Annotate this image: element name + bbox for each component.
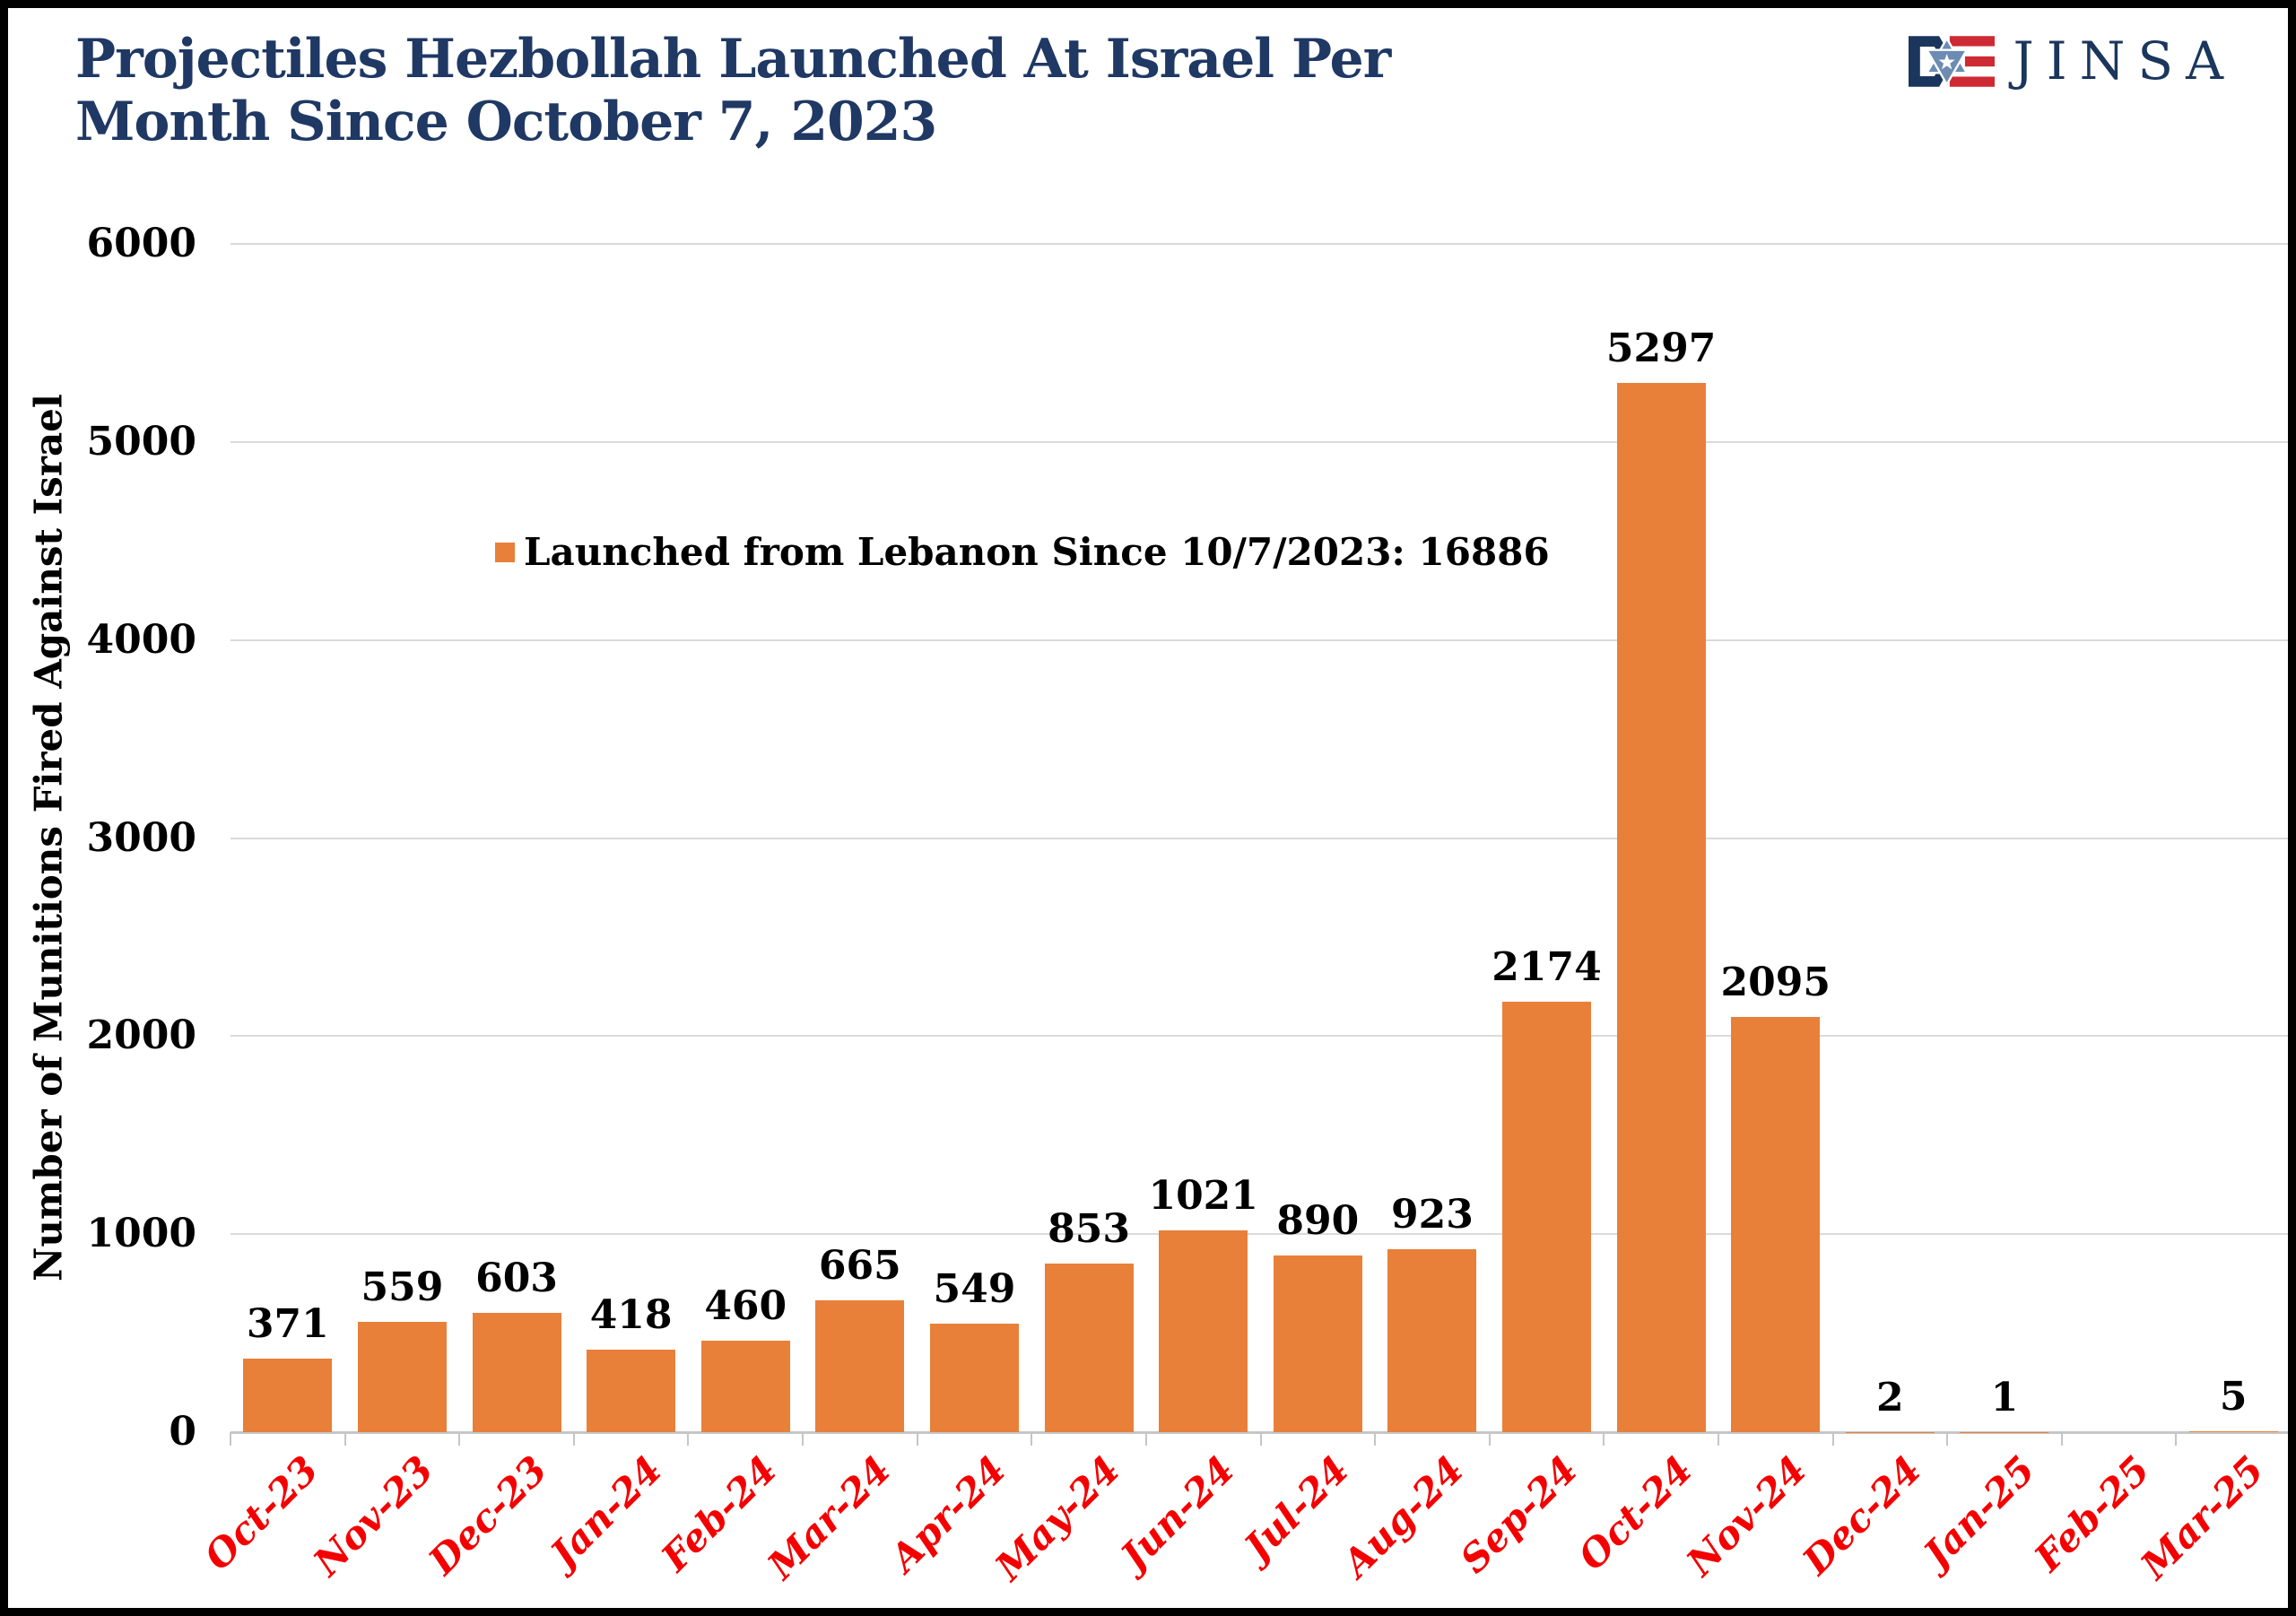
x-tick-label: Mar-24 [759,1447,900,1588]
x-axis-tick [572,1432,575,1446]
bar [472,1312,561,1432]
x-axis-tick [1031,1432,1033,1446]
bar [700,1341,790,1432]
gridline [230,243,2288,245]
x-axis-tick [1603,1432,1605,1446]
gridline [230,639,2288,641]
y-tick-label: 4000 [86,616,196,663]
chart-legend: Launched from Lebanon Since 10/7/2023: 1… [495,534,1550,571]
bar [815,1300,905,1432]
x-axis-tick [1488,1432,1491,1446]
x-axis-tick [1946,1432,1949,1446]
jinsa-logo: JINSA [1909,35,2236,87]
x-tick-label: May-24 [987,1447,1128,1589]
bar [1159,1229,1248,1432]
x-tick-label: Mar-25 [2132,1447,2274,1588]
x-axis-tick [1831,1432,1834,1446]
bar [2188,1430,2278,1432]
x-tick-label: Aug-24 [1334,1447,1472,1586]
bar-value-label: 5 [2219,1373,2248,1420]
bar [1273,1255,1362,1432]
y-tick-label: 1000 [86,1211,196,1257]
bar-value-label: 1021 [1148,1172,1258,1219]
y-tick-label: 6000 [86,221,196,266]
x-tick-label: Dec-24 [1794,1447,1930,1584]
legend-label: Launched from Lebanon Since 10/7/2023: 1… [524,530,1550,574]
jinsa-emblem-icon [1909,35,1996,87]
y-tick-label: 3000 [86,814,196,861]
x-tick-label: Oct-23 [196,1447,327,1579]
chart-title-line1: Projectiles Hezbollah Launched At Israel… [75,28,1391,91]
x-axis-tick [687,1432,690,1446]
legend-marker-icon [495,543,515,562]
x-tick-label: Oct-24 [1569,1447,1700,1579]
x-tick-label: Sep-24 [1451,1447,1587,1582]
x-axis-tick [458,1432,461,1446]
bar-value-label: 923 [1390,1192,1474,1238]
bar [1387,1249,1477,1432]
bar-value-label: 371 [246,1301,329,1348]
bar-value-label: 2 [1876,1374,1904,1421]
x-tick-label: Dec-23 [420,1447,556,1584]
x-tick-label: Nov-24 [1678,1447,1815,1585]
x-axis-line [230,1431,2288,1434]
bar [1616,383,1706,1432]
bar-value-label: 603 [475,1255,558,1301]
gridline [230,1035,2288,1038]
y-tick-label: 0 [169,1409,196,1455]
bar [1502,1001,1592,1432]
bar-value-label: 549 [933,1265,1016,1312]
x-axis-tick [2175,1432,2178,1446]
y-tick-label: 5000 [86,418,196,465]
chart-title-line2: Month Since October 7, 2023 [75,91,937,154]
x-axis-tick [916,1432,918,1446]
bar-value-label: 1 [1990,1374,2019,1421]
bar-value-label: 2095 [1720,960,1831,1006]
bar [1044,1263,1134,1432]
bar-value-label: 5297 [1605,326,1717,372]
x-tick-label: Jun-24 [1111,1447,1243,1578]
bar [1731,1017,1821,1432]
bar-value-label: 559 [361,1264,444,1310]
x-axis-tick [2290,1432,2292,1446]
bar [357,1321,447,1432]
x-axis-tick [1144,1432,1147,1446]
bar-value-label: 890 [1276,1198,1360,1245]
x-axis-tick [1259,1432,1262,1446]
gridline [230,837,2288,839]
bar-value-label: 665 [818,1243,901,1290]
x-axis-tick [230,1432,231,1446]
gridline [230,440,2288,443]
jinsa-wordmark: JINSA [2013,30,2236,91]
bar-value-label: 418 [589,1291,673,1338]
bar [929,1323,1019,1432]
x-axis-tick [802,1432,804,1446]
bar-value-label: 2174 [1492,943,1602,990]
x-axis-tick [344,1432,346,1446]
x-axis-tick [2060,1432,2063,1446]
x-tick-label: Jan-25 [1915,1447,2044,1577]
plot-area: 0 1000 2000 3000 4000 5000 6000 371 Oct-23 559 Nov… [87,224,2288,1589]
x-axis-tick [1374,1432,1377,1446]
y-tick-label: 2000 [86,1012,196,1059]
chart-title: Projectiles Hezbollah Launched At Israel… [75,28,1391,154]
gridline [230,1233,2288,1236]
x-axis-tick [1717,1432,1719,1446]
x-tick-label: Nov-23 [304,1447,442,1585]
x-tick-label: Jan-24 [542,1447,671,1577]
bar [587,1349,676,1432]
bar [243,1359,333,1432]
bar-value-label: 853 [1048,1205,1130,1252]
bar-value-label: 460 [704,1283,787,1330]
